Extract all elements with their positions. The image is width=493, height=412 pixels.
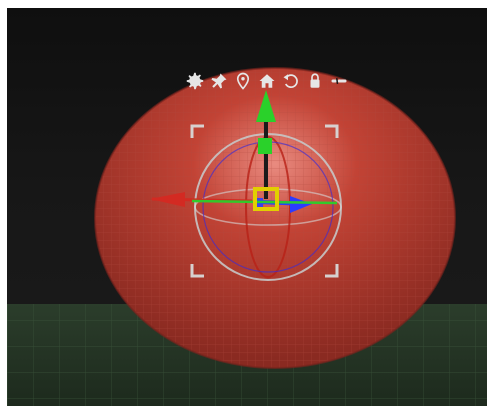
3d-viewport[interactable] <box>7 8 487 406</box>
location-pin-icon[interactable] <box>232 70 254 92</box>
rotate-ccw-icon[interactable] <box>280 70 302 92</box>
home-icon[interactable] <box>256 70 278 92</box>
gizmo-corner-brackets <box>190 124 339 278</box>
gizmo-center-handle[interactable] <box>253 187 279 211</box>
lock-icon[interactable] <box>304 70 326 92</box>
gizmo-axis-y[interactable] <box>256 90 276 199</box>
unlink-icon[interactable] <box>328 70 350 92</box>
gizmo-toolbar <box>184 70 350 92</box>
pin-icon[interactable] <box>208 70 230 92</box>
gizmo-axis-green-horizontal[interactable] <box>191 199 338 205</box>
scene-canvas[interactable] <box>7 8 487 406</box>
sphere-mesh[interactable] <box>94 67 456 369</box>
gear-icon[interactable] <box>184 70 206 92</box>
